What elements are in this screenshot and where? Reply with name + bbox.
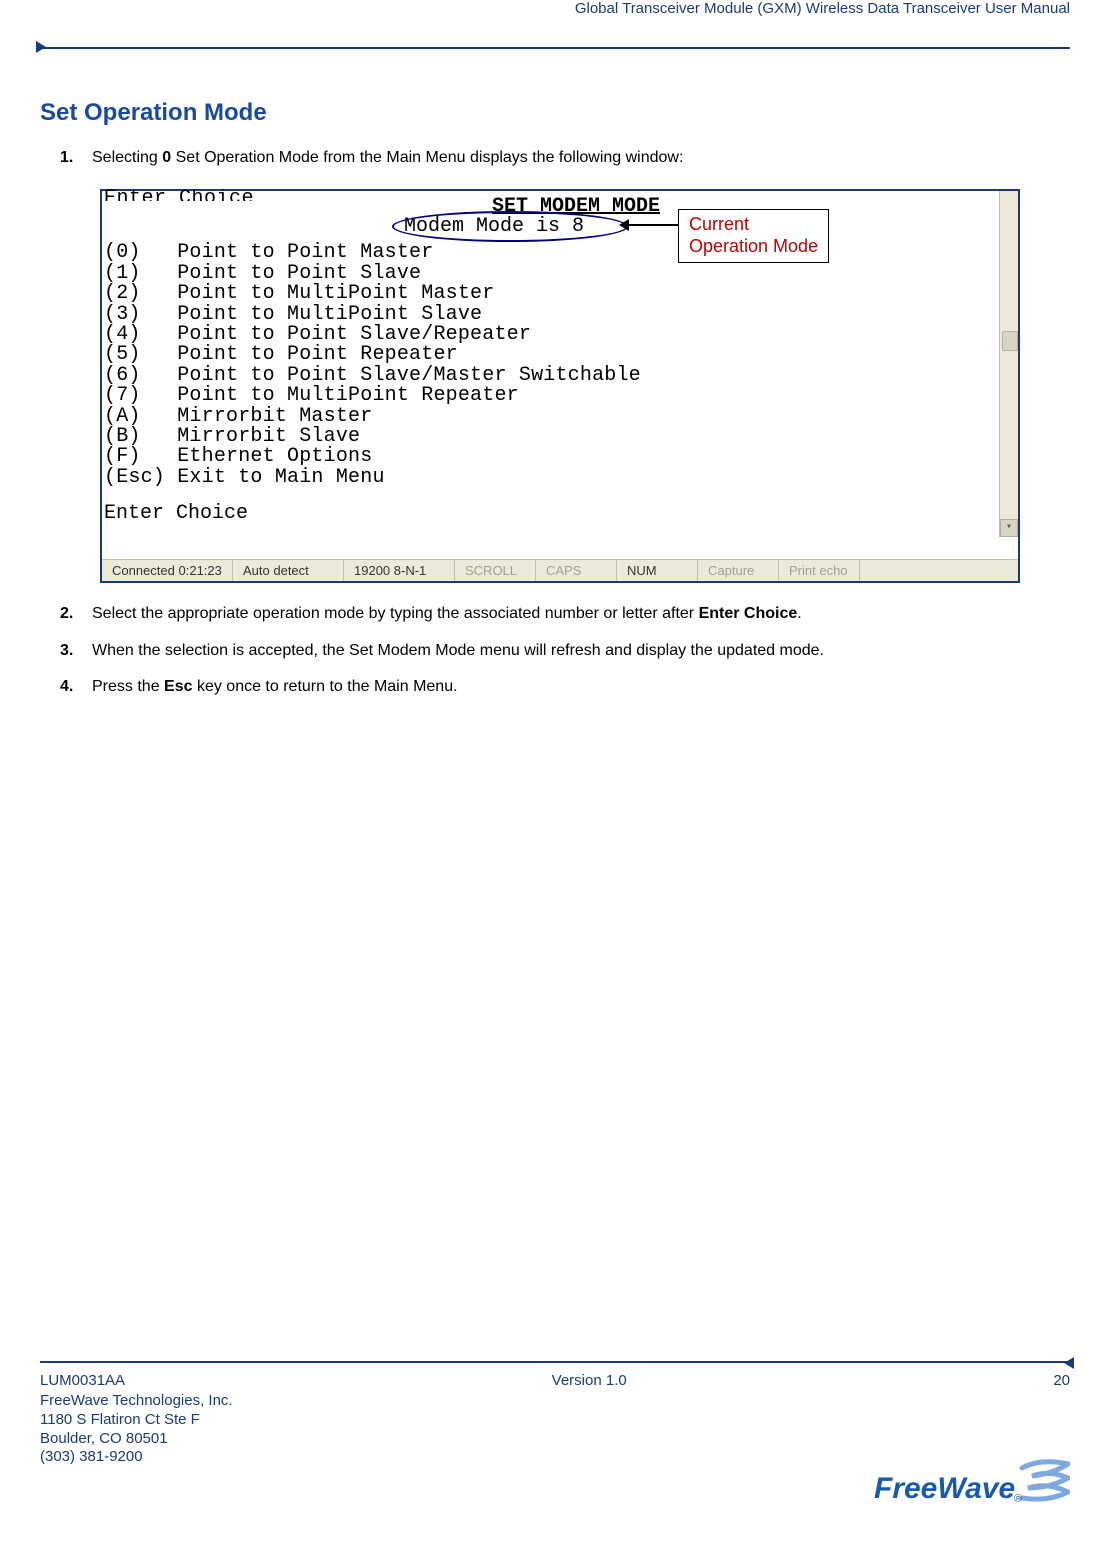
status-num: NUM [617,560,698,581]
status-scroll: SCROLL [455,560,536,581]
step-text: When the selection is accepted, the Set … [92,640,1070,662]
step-text-post: . [797,605,801,622]
step-text: Selecting 0 Set Operation Mode from the … [92,147,1070,169]
footer-row: LUM0031AA Version 1.0 20 [40,1372,1070,1389]
step-text-pre: Select the appropriate operation mode by… [92,605,699,622]
footer-doc: LUM0031AA [40,1372,125,1389]
status-caps: CAPS [536,560,617,581]
callout-line1: Current [689,214,818,236]
step-text-pre: Selecting [92,149,162,166]
terminal-body[interactable]: Enter Choice SET MODEM MODE Modem Mode i… [102,191,1018,559]
section-title: Set Operation Mode [40,99,1070,127]
step-num: 4. [60,676,92,698]
header-title: Global Transceiver Module (GXM) Wireless… [40,0,1070,19]
freewave-logo-icon: FreeWave ® [870,1454,1070,1514]
step-text-post: key once to return to the Main Menu. [193,678,458,695]
status-print: Print echo [779,560,860,581]
step-text-bold: Enter Choice [699,605,798,622]
terminal-prompt: Enter Choice [104,504,1016,524]
scrollbar-thumb[interactable] [1002,331,1018,351]
step-text-pre: When the selection is accepted, the Set … [92,642,824,659]
step-text-bold: 0 [162,149,171,166]
svg-text:®: ® [1014,1493,1022,1505]
footer-addr1: 1180 S Flatiron Ct Ste F [40,1411,233,1430]
step-text: Press the Esc key once to return to the … [92,676,1070,698]
status-baud: 19200 8-N-1 [344,560,455,581]
svg-text:FreeWave: FreeWave [874,1472,1015,1505]
step-2: 2. Select the appropriate operation mode… [60,603,1070,625]
step-4: 4. Press the Esc key once to return to t… [60,676,1070,698]
scrollbar-down-icon[interactable]: ▾ [1000,519,1018,537]
status-detect: Auto detect [233,560,344,581]
status-connected: Connected 0:21:23 [102,560,233,581]
callout-line [626,224,678,226]
callout-box: Current Operation Mode [678,209,829,262]
footer-rule [40,1361,1070,1363]
step-num: 2. [60,603,92,625]
callout-arrow-icon [619,219,629,231]
callout-line2: Operation Mode [689,236,818,258]
step-num: 1. [60,147,92,169]
step-text-bold: Esc [164,678,192,695]
step-text-post: Set Operation Mode from the Main Menu di… [171,149,683,166]
footer-page: 20 [1053,1372,1070,1389]
step-text: Select the appropriate operation mode by… [92,603,1070,625]
terminal-statusbar: Connected 0:21:23 Auto detect 19200 8-N-… [102,559,1018,581]
terminal-window: Enter Choice SET MODEM MODE Modem Mode i… [100,189,1020,583]
step-text-pre: Press the [92,678,164,695]
step-3: 3. When the selection is accepted, the S… [60,640,1070,662]
status-capture: Capture [698,560,779,581]
footer-addr2: Boulder, CO 80501 [40,1430,233,1449]
footer-logo: FreeWave ® [870,1454,1070,1519]
header-rule [40,47,1070,49]
footer-address: FreeWave Technologies, Inc. 1180 S Flati… [40,1392,233,1467]
terminal-scrollbar[interactable]: ▾ [999,191,1018,537]
footer-company: FreeWave Technologies, Inc. [40,1392,233,1411]
step-1: 1. Selecting 0 Set Operation Mode from t… [60,147,1070,169]
footer-version: Version 1.0 [552,1372,627,1389]
footer-phone: (303) 381-9200 [40,1448,233,1467]
terminal-options: (0) Point to Point Master (1) Point to P… [104,243,1016,488]
terminal-mode-row: Modem Mode is 8 [404,217,584,237]
step-num: 3. [60,640,92,662]
